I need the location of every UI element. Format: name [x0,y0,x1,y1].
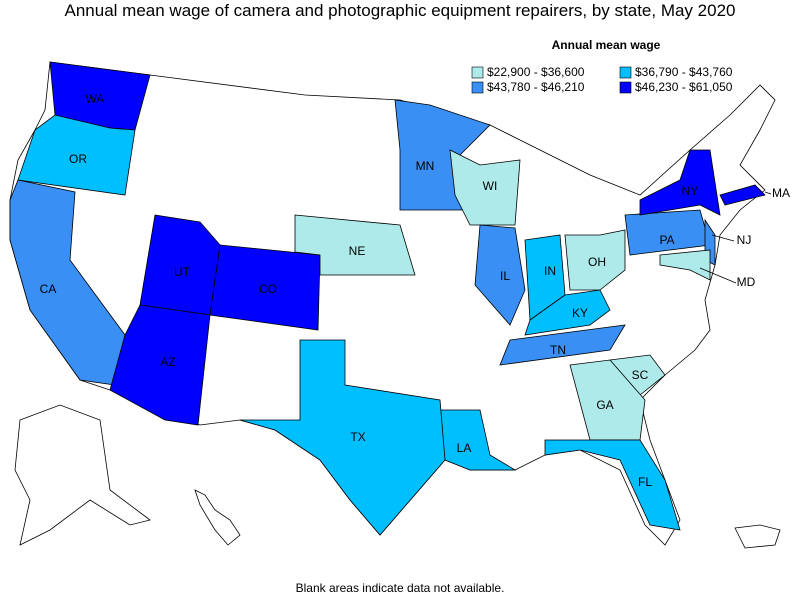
legend-swatch [471,66,484,79]
state-label: CO [259,282,277,296]
leader-line [699,267,737,284]
state-shape [449,149,521,226]
state-shape [564,229,626,291]
state-label: OH [588,255,606,269]
state-label: WI [483,179,498,193]
states: WA OR CA UT CO AZ MN WI NE IL IN OH KY TN PA NJ MD NY MA SC… [9,61,790,536]
state-shape [17,114,136,196]
footnote: Blank areas indicate data not available. [296,581,505,595]
state-label: UT [174,265,191,279]
state-label: MA [772,186,790,200]
state-label: IL [500,269,510,283]
state-shape [9,179,126,386]
state-label: WA [86,92,105,106]
state-shape [209,244,321,331]
base-map [9,61,781,549]
legend-label: $22,900 - $36,600 [487,65,585,79]
map-title: Annual mean wage of camera and photograp… [65,1,736,20]
state-shape [544,439,681,531]
state-shape [719,184,766,206]
state-shape [474,224,526,326]
state-label: TX [350,430,365,444]
state-label: PA [659,233,674,247]
state-shape [499,324,626,366]
state-shape [294,214,416,276]
state-shape [659,249,711,281]
legend: $22,900 - $36,600 $36,790 - $43,760 $43,78… [471,65,733,94]
legend-swatch [619,81,632,94]
state-shape [239,339,446,536]
state-label: NY [682,184,699,198]
state-label: NE [349,244,366,258]
state-label: NJ [737,233,752,247]
hawaii [194,489,241,546]
state-label: MN [416,159,435,173]
alaska [14,404,151,546]
legend-label: $43,780 - $46,210 [487,80,585,94]
state-shape [639,149,721,216]
legend-swatch [471,81,484,94]
puerto-rico [734,524,781,549]
state-label: CA [40,282,57,296]
leader-line [711,234,735,242]
state-label: OR [69,152,87,166]
state-label: LA [457,441,472,455]
state-shape [524,289,611,336]
leader-line [764,191,772,195]
state-shape [109,304,211,426]
state-label: GA [596,398,613,412]
legend-label: $46,230 - $61,050 [635,80,733,94]
state-label: IN [544,264,556,278]
state-label: KY [572,306,588,320]
state-label: SC [632,368,649,382]
state-shape [569,359,646,441]
state-label: FL [638,475,652,489]
legend-label: $36,790 - $43,760 [635,65,733,79]
legend-swatch [619,66,632,79]
state-label: MD [737,275,756,289]
legend-title: Annual mean wage [552,38,661,52]
state-label: TN [550,343,566,357]
state-label: AZ [160,355,175,369]
